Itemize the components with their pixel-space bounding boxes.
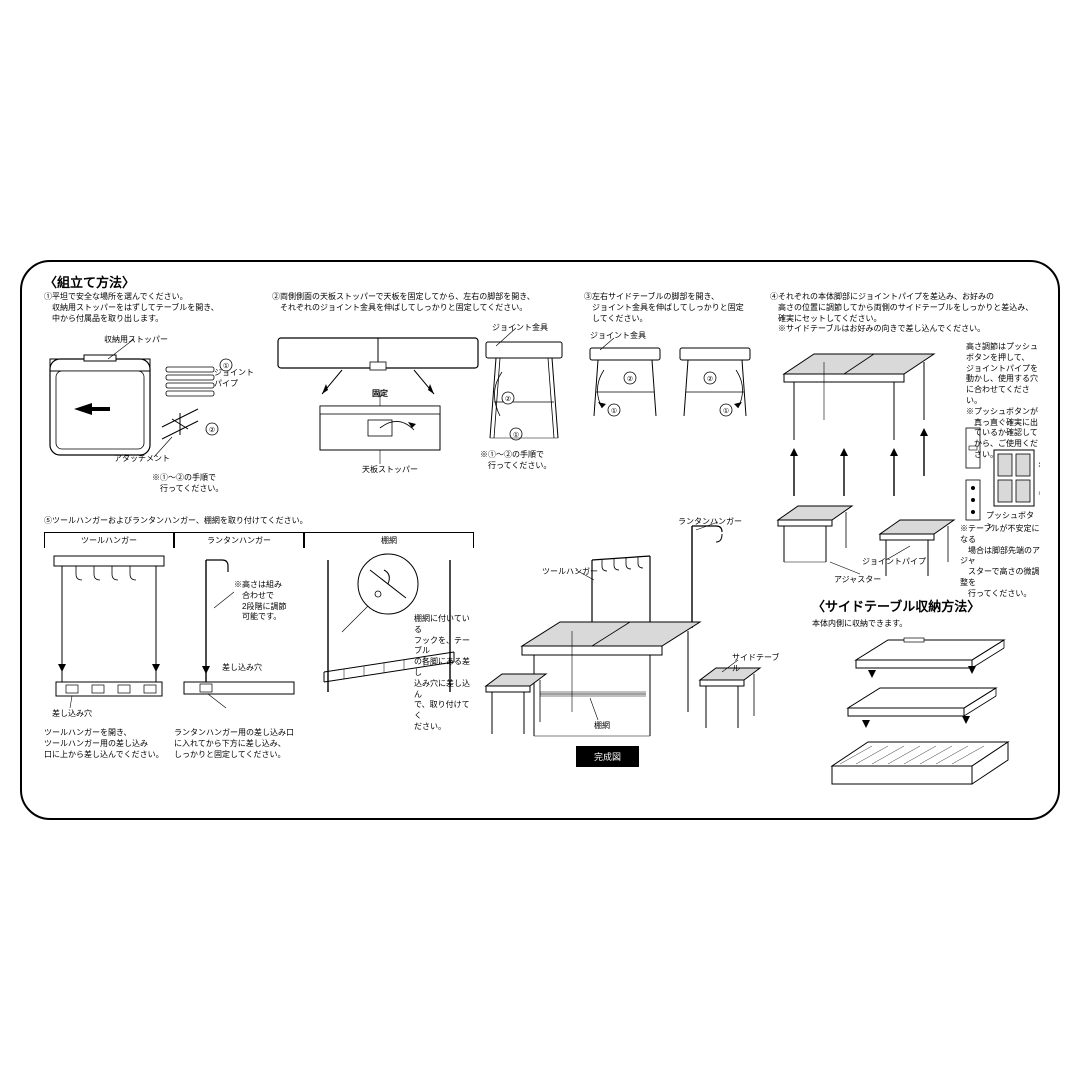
final-tag: 完成図 — [576, 746, 639, 767]
step4-note-u: ※テーブルが不安定になる 場合は脚部先端のアジャ スターで高さの微調整を 行って… — [960, 524, 1042, 600]
tab-lantern: ランタンハンガー — [174, 532, 304, 548]
svg-text:②: ② — [627, 375, 633, 383]
step1-block: ①平坦で安全な場所を選んでください。 収納用ストッパーをはずしてテーブルを開き、… — [44, 292, 254, 324]
step2-note: ※①〜②の手順で 行ってください。 — [480, 450, 551, 472]
step5-text: ⑤ツールハンガーおよびランタンハンガー、棚網を取り付けてください。 — [44, 516, 308, 527]
step3-diagram: ジョイント金具 ② ① — [584, 332, 764, 452]
step1-diagram: 収納用ストッパー ① — [44, 337, 254, 507]
final-side: サイドテーブル — [732, 652, 782, 674]
assembly-title: 〈組立て方法〉 — [44, 272, 135, 291]
step4-note-h: 高さ調節はプッシュ ボタンを押して、 ジョイントパイプを 動かし、使用する穴 に… — [966, 342, 1040, 461]
step5-lantern-note: ランタンハンガー用の差し込み口 に入れてから下方に差し込み、 しっかりと固定して… — [174, 728, 294, 760]
svg-text:×: × — [1038, 460, 1040, 471]
step5-tool: 差し込み穴 ツールハンガーを開き、 ツールハンガー用の差し込み 口に上から差し込… — [44, 552, 174, 782]
step5-lantern: ※高さは組み 合わせで 2段階に調節 可能です。 差し込み穴 ランタンハンガー用… — [174, 552, 304, 782]
step1-text: ①平坦で安全な場所を選んでください。 収納用ストッパーをはずしてテーブルを開き、… — [44, 292, 254, 324]
step5-lantern-h: ※高さは組み 合わせで 2段階に調節 可能です。 — [234, 580, 300, 623]
step3-text: ③左右サイドテーブルの脚部を開き、 ジョイント金具を伸ばしてしっかりと固定 して… — [584, 292, 754, 324]
final-shelf: 棚網 — [594, 720, 610, 731]
step1-note: ※①〜②の手順で 行ってください。 — [152, 473, 223, 495]
step4-adj: アジャスター — [834, 574, 881, 585]
storage-title: 〈サイドテーブル収納方法〉 — [812, 596, 980, 615]
completed-tag: 完成図 — [576, 746, 639, 767]
step4-block: ④それぞれの本体脚部にジョイントパイプを差込み、お好みの 高さの位置に調節してか… — [770, 292, 1040, 335]
svg-text:○: ○ — [1038, 488, 1040, 499]
step5-lantern-hole: 差し込み穴 — [222, 662, 262, 673]
step2-block: ②両側側面の天板ストッパーで天板を固定してから、左右の脚部を開き、 それぞれのジ… — [272, 292, 572, 314]
step2-fix: 固定 — [372, 388, 388, 399]
step5-tool-note: ツールハンガーを開き、 ツールハンガー用の差し込み 口に上から差し込んでください… — [44, 728, 164, 760]
step4-text: ④それぞれの本体脚部にジョイントパイプを差込み、お好みの 高さの位置に調節してか… — [770, 292, 1040, 335]
svg-text:②: ② — [707, 375, 713, 383]
step2-text: ②両側側面の天板ストッパーで天板を固定してから、左右の脚部を開き、 それぞれのジ… — [272, 292, 572, 314]
svg-text:②: ② — [209, 426, 215, 434]
storage-block: 〈サイドテーブル収納方法〉 本体内側に収納できます。 — [812, 596, 980, 630]
storage-diagram — [812, 630, 1032, 800]
step1-joint-label: ジョイントパイプ — [214, 367, 254, 389]
step1-attach-label: アタッチメント — [114, 453, 170, 464]
svg-text:①: ① — [723, 407, 729, 415]
step3-block: ③左右サイドテーブルの脚部を開き、 ジョイント金具を伸ばしてしっかりと固定 して… — [584, 292, 754, 324]
svg-text:①: ① — [611, 407, 617, 415]
step2-stopper: 天板ストッパー — [362, 464, 418, 475]
step5-tabs: ツールハンガー ランタンハンガー 棚網 — [44, 532, 474, 548]
tab-shelf: 棚網 — [304, 532, 474, 548]
step2-jointlabel: ジョイント金具 — [492, 322, 548, 333]
step5-shelf-note: 棚網に付いている フックを、テーブル の各脚にある差し 込み穴に差し込ん で、取… — [414, 614, 476, 733]
final-lantern: ランタンハンガー — [678, 516, 742, 527]
step2-diagram: ジョイント金具 — [272, 322, 572, 502]
svg-text:②: ② — [505, 395, 511, 403]
step5-tool-hole: 差し込み穴 — [52, 708, 92, 719]
final-tool: ツールハンガー — [542, 566, 598, 577]
step5-shelf: 棚網に付いている フックを、テーブル の各脚にある差し 込み穴に差し込ん で、取… — [304, 552, 474, 782]
step4-jointp: ジョイントパイプ — [862, 556, 926, 567]
step4-diagram: × ○ 高さ調節はプッシュ ボタンを押して、 ジョイントパイプを 動かし、使用す… — [770, 342, 1040, 602]
tab-tool: ツールハンガー — [44, 532, 174, 548]
final-diagram: ランタンハンガー ツールハンガー — [482, 516, 782, 802]
step1-stopper-label: 収納用ストッパー — [104, 334, 168, 345]
step3-joint: ジョイント金具 — [590, 330, 646, 341]
storage-text: 本体内側に収納できます。 — [812, 619, 980, 630]
